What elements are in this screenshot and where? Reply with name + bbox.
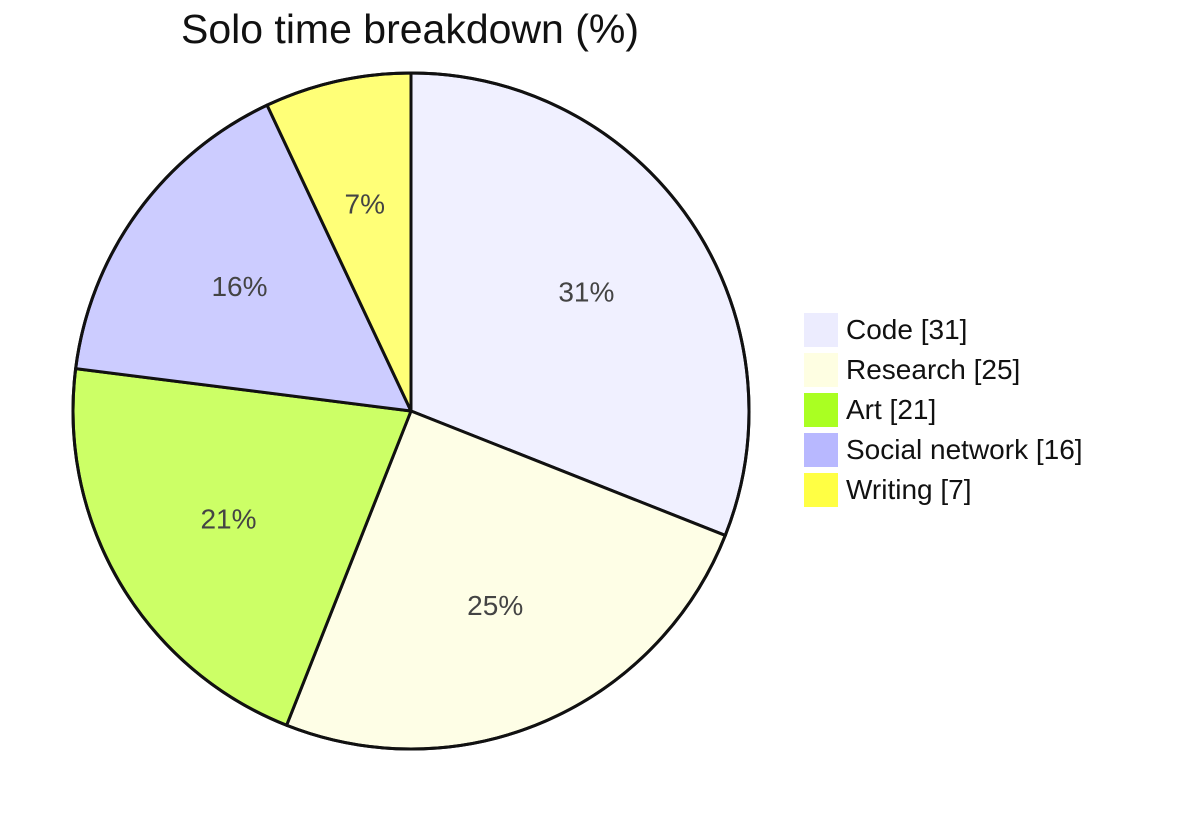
slice-label-writing: 7% <box>345 189 385 220</box>
legend-label: Writing [7] <box>846 474 972 505</box>
legend-swatch <box>804 393 838 427</box>
legend-label: Code [31] <box>846 314 968 345</box>
legend-label: Research [25] <box>846 354 1021 385</box>
pie-outline <box>71 71 751 751</box>
legend-item-social-network: Social network [16] <box>804 430 1083 470</box>
slice-label-research: 25% <box>467 590 523 621</box>
legend-swatch <box>804 473 838 507</box>
legend-swatch <box>804 353 838 387</box>
slice-label-art: 21% <box>200 503 256 534</box>
legend-item-art: Art [21] <box>804 390 1083 430</box>
legend-label: Social network [16] <box>846 434 1083 465</box>
legend-item-code: Code [31] <box>804 310 1083 350</box>
slice-label-social-network: 16% <box>211 271 267 302</box>
legend-item-research: Research [25] <box>804 350 1083 390</box>
legend-item-writing: Writing [7] <box>804 470 1083 510</box>
legend-swatch <box>804 313 838 347</box>
chart-title: Solo time breakdown (%) <box>180 6 640 52</box>
legend-label: Art [21] <box>846 394 937 425</box>
legend-swatch <box>804 433 838 467</box>
legend: Code [31] Research [25] Art [21] Social net… <box>804 310 1083 510</box>
slice-label-code: 31% <box>558 276 614 307</box>
